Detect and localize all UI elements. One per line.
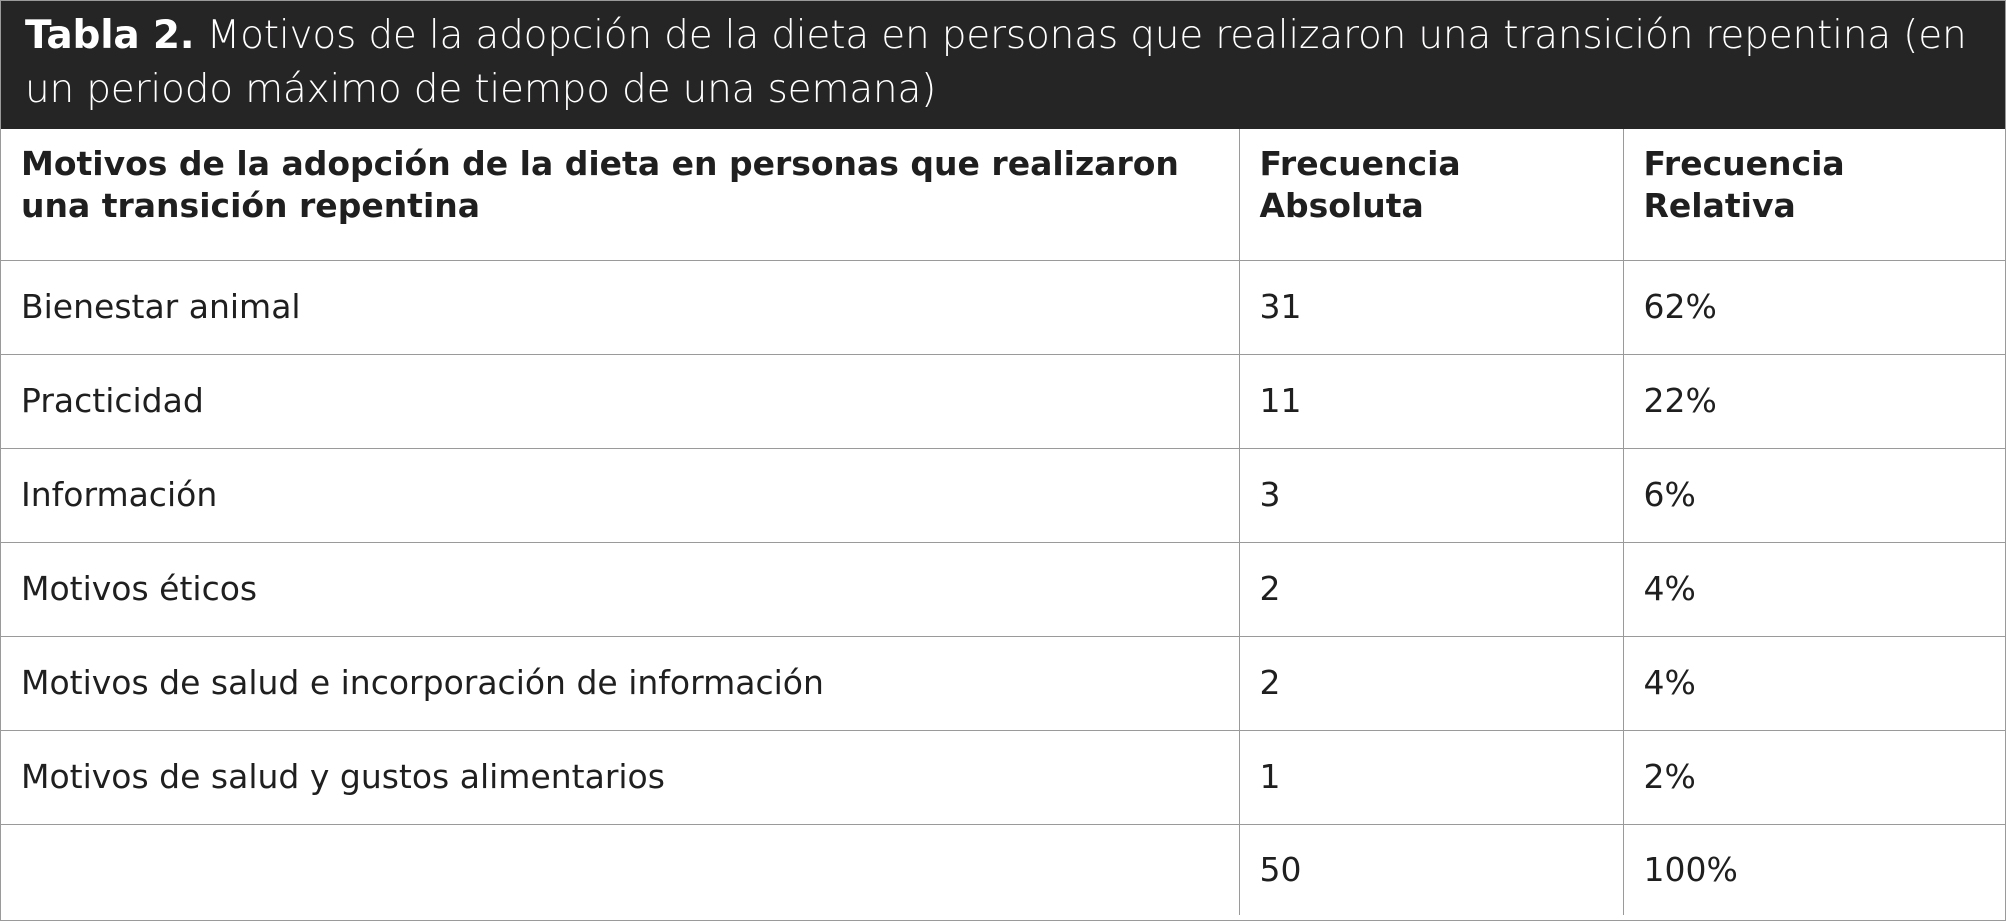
cell-total-relativa: 100% xyxy=(1643,849,1738,889)
cell-motivo: Información xyxy=(1,448,1240,543)
cell-relativa: 4% xyxy=(1623,542,2005,637)
cell-motivo: Practicidad xyxy=(1,354,1240,449)
caption-label: Tabla 2. xyxy=(25,13,195,58)
cell-absoluta: 2 xyxy=(1239,636,1624,731)
table-row: Información 3 6% xyxy=(1,448,2005,543)
header-frecuencia-relativa: Frecuencia Relativa xyxy=(1623,129,2005,261)
caption-text: Motivos de la adopción de la dieta en pe… xyxy=(25,13,1967,112)
table-row: Motivos de salud y gustos alimentarios 1… xyxy=(1,730,2005,825)
table-row: Motivos éticos 2 4% xyxy=(1,542,2005,637)
cell-motivo: Bienestar animal xyxy=(1,260,1240,355)
cell-motivo: Motivos de salud y gustos alimentarios xyxy=(1,730,1240,825)
cell-relativa: 4% xyxy=(1623,636,2005,731)
table-row: Bienestar animal 31 62% xyxy=(1,260,2005,355)
header-row: Motivos de la adopción de la dieta en pe… xyxy=(1,129,2005,261)
cell-absoluta: 3 xyxy=(1239,448,1624,543)
header-frecuencia-absoluta: Frecuencia Absoluta xyxy=(1239,129,1624,261)
cell-total-label xyxy=(1,824,1240,915)
cell-relativa: 62% xyxy=(1623,260,2005,355)
cell-total-absoluta: 50 xyxy=(1239,824,1624,915)
cell-motivo: Motivos de salud e incorporación de info… xyxy=(1,636,1240,731)
table-row: Motivos de salud e incorporación de info… xyxy=(1,636,2005,731)
cell-motivo: Motivos éticos xyxy=(1,542,1240,637)
cell-absoluta: 31 xyxy=(1239,260,1624,355)
cell-absoluta: 11 xyxy=(1239,354,1624,449)
table-row: Practicidad 11 22% xyxy=(1,354,2005,449)
cell-relativa: 6% xyxy=(1623,448,2005,543)
cell-relativa: 22% xyxy=(1623,354,2005,449)
data-table: Motivos de la adopción de la dieta en pe… xyxy=(1,129,2005,915)
header-motivos: Motivos de la adopción de la dieta en pe… xyxy=(1,129,1240,261)
cell-absoluta: 2 xyxy=(1239,542,1624,637)
cell-relativa: 2% xyxy=(1623,730,2005,825)
cell-absoluta: 1 xyxy=(1239,730,1624,825)
table-caption: Tabla 2. Motivos de la adopción de la di… xyxy=(1,1,2005,129)
total-row: 50 100% xyxy=(1,824,2005,915)
